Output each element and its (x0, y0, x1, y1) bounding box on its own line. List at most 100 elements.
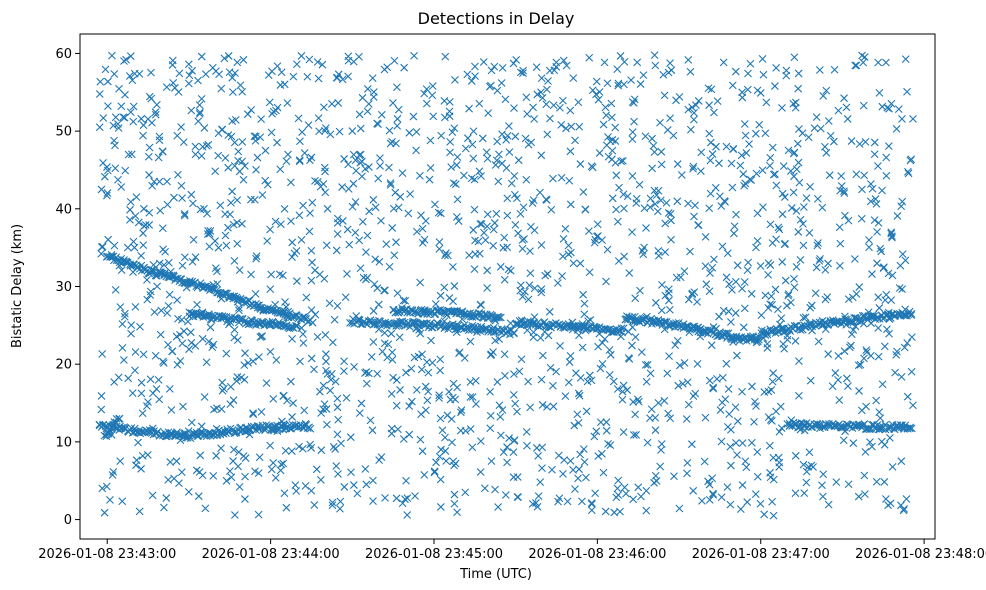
detection-marker (257, 332, 266, 341)
detection-marker (585, 268, 594, 277)
detection-marker (441, 433, 449, 442)
detection-marker (502, 135, 511, 144)
detection-marker (303, 72, 312, 81)
detection-marker (828, 382, 837, 391)
detection-marker (710, 108, 718, 117)
detection-marker (509, 59, 518, 68)
detection-marker (832, 478, 841, 487)
detection-marker (345, 240, 354, 249)
detection-marker (392, 401, 401, 410)
detection-marker (794, 158, 803, 167)
detection-marker (410, 51, 418, 60)
detection-marker (368, 74, 377, 83)
detection-marker (305, 55, 314, 64)
detection-marker (505, 148, 514, 157)
detection-marker (567, 122, 576, 131)
detection-marker (440, 96, 449, 105)
detection-marker (170, 193, 178, 202)
detection-marker (533, 502, 542, 511)
detection-marker (675, 504, 684, 513)
detection-marker (194, 76, 202, 85)
detection-marker (886, 499, 895, 508)
detection-marker (799, 460, 808, 469)
detection-marker (534, 451, 543, 460)
detection-marker (675, 361, 684, 370)
detection-marker (102, 482, 111, 491)
detection-marker (538, 464, 546, 473)
detection-marker (652, 191, 661, 200)
detection-marker (450, 499, 459, 508)
detection-marker (847, 137, 856, 145)
detection-marker (435, 244, 444, 253)
detection-marker (485, 82, 494, 91)
detection-marker (201, 70, 210, 78)
x-tick-label: 2026-01-08 23:46:00 (528, 547, 666, 562)
detection-marker (298, 128, 307, 136)
detection-marker (174, 88, 183, 96)
detection-marker (235, 167, 244, 176)
detection-marker (728, 81, 737, 90)
detection-marker (733, 450, 741, 459)
detection-marker (416, 435, 425, 444)
detection-marker (230, 256, 239, 265)
detection-marker (780, 193, 789, 201)
detection-marker (614, 326, 622, 335)
detection-marker (613, 217, 622, 226)
detection-marker (223, 289, 232, 298)
detection-marker (793, 139, 802, 148)
detection-marker (597, 449, 606, 458)
detection-marker (358, 172, 366, 181)
detection-marker (710, 255, 718, 264)
detection-marker (234, 156, 242, 165)
detection-marker (664, 296, 673, 305)
detection-marker (869, 310, 878, 319)
detection-marker (646, 369, 655, 378)
detection-marker (874, 58, 883, 67)
detection-marker (137, 114, 146, 123)
detection-marker (366, 416, 375, 425)
detection-marker (775, 225, 784, 234)
detection-marker (490, 219, 499, 227)
detection-marker (349, 150, 358, 159)
detection-marker (333, 301, 342, 310)
detection-marker (362, 379, 371, 388)
detection-marker (314, 114, 323, 122)
detection-marker (477, 301, 486, 309)
detection-marker (493, 378, 502, 386)
detection-marker (790, 274, 798, 283)
detection-marker (281, 298, 289, 306)
detection-marker (726, 442, 735, 451)
detection-marker (333, 219, 342, 227)
detection-marker (794, 228, 803, 236)
detection-marker (307, 153, 316, 162)
detection-marker (667, 320, 676, 329)
detection-marker (126, 197, 135, 206)
detection-marker (422, 358, 431, 367)
detection-marker (713, 97, 722, 105)
detection-marker (211, 237, 219, 245)
detection-marker (322, 241, 331, 250)
x-tick-label: 2026-01-08 23:48:00 (855, 547, 986, 562)
detection-marker (590, 238, 599, 247)
detection-marker (519, 69, 527, 77)
detection-marker (268, 109, 276, 118)
detection-marker (168, 347, 177, 356)
detection-marker (880, 263, 888, 272)
detection-marker (657, 440, 666, 448)
detection-marker (127, 424, 136, 432)
detection-marker (719, 58, 728, 67)
detection-marker (475, 167, 484, 176)
detection-marker (897, 501, 905, 510)
detection-marker (529, 103, 537, 112)
detection-marker (708, 474, 717, 483)
detection-marker (226, 467, 234, 476)
detection-marker (753, 472, 762, 481)
detection-marker (151, 108, 160, 117)
detection-marker (332, 246, 341, 255)
detection-marker (849, 439, 858, 448)
detection-marker (612, 205, 621, 214)
detection-marker (460, 171, 468, 180)
detection-marker (809, 463, 818, 471)
detection-marker (536, 334, 545, 342)
detection-marker (637, 348, 646, 357)
